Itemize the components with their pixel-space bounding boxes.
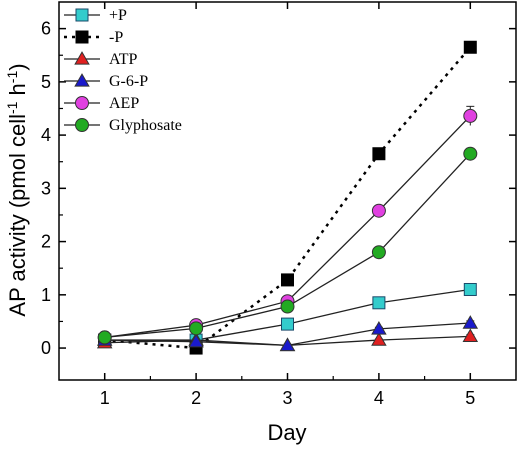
x-tick-label: 3 — [282, 388, 292, 408]
data-point — [462, 315, 479, 329]
axis-ticks — [59, 2, 516, 380]
data-point — [463, 40, 477, 54]
legend-marker — [75, 8, 89, 22]
data-point — [371, 245, 386, 260]
series-0 — [98, 282, 477, 347]
y-tick-label: 6 — [41, 19, 51, 39]
y-axis-title-end: ) — [5, 63, 30, 70]
legend-label: AEP — [109, 95, 139, 112]
x-tick-label: 5 — [465, 388, 475, 408]
y-tick-labels: 0 1 2 3 4 5 6 — [41, 19, 51, 358]
x-tick-label: 4 — [374, 388, 384, 408]
data-point — [463, 146, 478, 161]
data-point — [371, 203, 386, 218]
x-axis-title: Day — [267, 420, 306, 445]
legend-label: Glyphosate — [109, 117, 182, 134]
legend-marker — [74, 73, 90, 87]
data-point — [279, 337, 296, 352]
y-axis-title: AP activity (pmol cell-1 h-1) — [4, 63, 30, 316]
data-point — [371, 332, 387, 346]
data-point — [189, 321, 204, 336]
data-point — [372, 296, 386, 310]
y-tick-label: 5 — [41, 72, 51, 92]
data-point — [281, 273, 294, 287]
data-point — [462, 328, 479, 343]
data-point — [371, 320, 387, 335]
legend-marker — [74, 51, 90, 65]
y-tick-label: 3 — [41, 178, 51, 198]
data-point — [281, 317, 294, 331]
y-axis-title-sup1: -1 — [4, 101, 20, 114]
series-layer — [96, 40, 479, 355]
legend-label: +P — [109, 7, 127, 24]
data-point — [463, 282, 477, 296]
legend-marker — [75, 30, 89, 44]
data-point — [463, 108, 478, 123]
y-tick-label: 0 — [41, 338, 51, 358]
legend-label: ATP — [109, 51, 138, 68]
legend-label: G-6-P — [109, 73, 148, 90]
data-point — [188, 333, 204, 348]
data-point — [97, 330, 112, 345]
legend: +P -P ATP G-6-P AEP Glyphosate — [64, 7, 182, 134]
legend-marker — [75, 96, 89, 110]
x-tick-labels: 1 2 3 4 5 — [100, 388, 476, 408]
data-point — [280, 299, 295, 314]
y-tick-label: 1 — [41, 285, 51, 305]
y-axis-title-main: AP activity (pmol cell — [5, 114, 30, 317]
y-tick-label: 2 — [41, 232, 51, 252]
x-tick-label: 1 — [100, 388, 110, 408]
y-axis-title-sup2: -1 — [4, 71, 20, 84]
series-5 — [97, 146, 478, 345]
legend-marker — [75, 118, 89, 132]
x-tick-label: 2 — [191, 388, 201, 408]
data-point — [372, 147, 386, 161]
y-tick-label: 4 — [41, 125, 51, 145]
y-axis-title-mid: h — [5, 83, 30, 101]
legend-label: -P — [109, 29, 123, 46]
series-line — [104, 46, 472, 350]
